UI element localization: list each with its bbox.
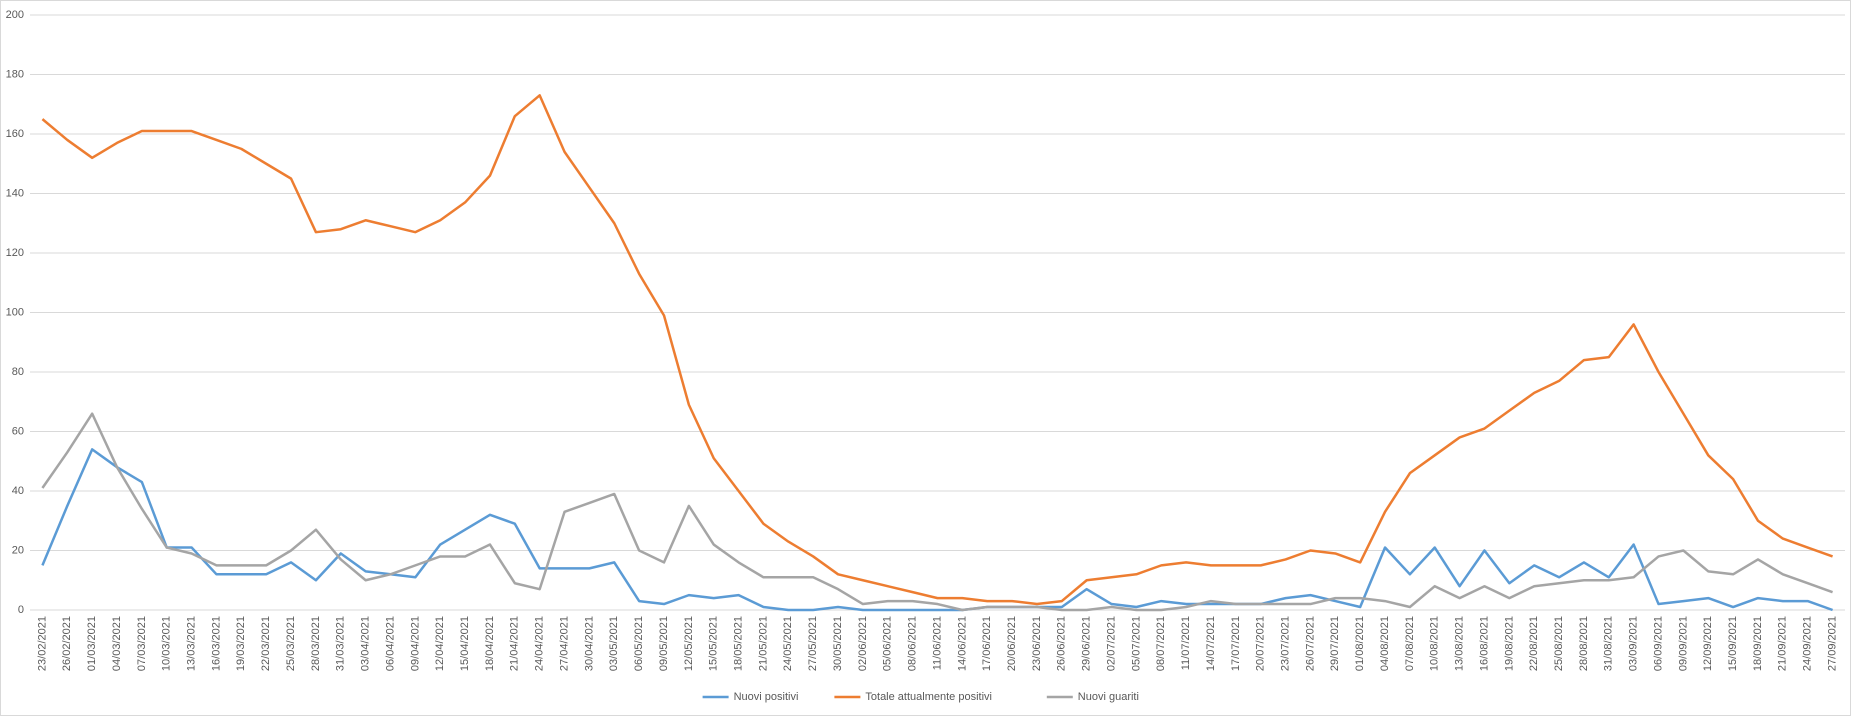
x-tick-label: 26/07/2021 bbox=[1304, 616, 1316, 671]
x-tick-label: 28/03/2021 bbox=[310, 616, 322, 671]
x-tick-label: 26/02/2021 bbox=[61, 616, 73, 671]
x-tick-label: 18/09/2021 bbox=[1752, 616, 1764, 671]
x-tick-label: 29/07/2021 bbox=[1329, 616, 1341, 671]
x-tick-label: 08/07/2021 bbox=[1155, 616, 1167, 671]
x-tick-label: 03/05/2021 bbox=[608, 616, 620, 671]
x-tick-label: 09/09/2021 bbox=[1677, 616, 1689, 671]
x-tick-label: 23/07/2021 bbox=[1279, 616, 1291, 671]
x-tick-label: 22/08/2021 bbox=[1528, 616, 1540, 671]
x-tick-label: 24/04/2021 bbox=[534, 616, 546, 671]
x-tick-label: 17/06/2021 bbox=[981, 616, 993, 671]
x-tick-label: 13/03/2021 bbox=[186, 616, 198, 671]
y-tick-label: 120 bbox=[6, 247, 24, 259]
x-tick-label: 08/06/2021 bbox=[907, 616, 919, 671]
x-tick-label: 21/05/2021 bbox=[757, 616, 769, 671]
series-line bbox=[41, 412, 1833, 612]
x-tick-label: 09/05/2021 bbox=[658, 616, 670, 671]
x-tick-label: 12/04/2021 bbox=[434, 616, 446, 671]
x-tick-label: 23/02/2021 bbox=[36, 616, 48, 671]
x-tick-label: 28/08/2021 bbox=[1578, 616, 1590, 671]
x-tick-label: 13/08/2021 bbox=[1454, 616, 1466, 671]
x-tick-label: 31/08/2021 bbox=[1603, 616, 1615, 671]
x-tick-label: 06/09/2021 bbox=[1652, 616, 1664, 671]
x-tick-label: 23/06/2021 bbox=[1031, 616, 1043, 671]
x-tick-label: 31/03/2021 bbox=[335, 616, 347, 671]
x-tick-label: 27/04/2021 bbox=[558, 616, 570, 671]
legend-label: Totale attualmente positivi bbox=[865, 691, 992, 703]
x-tick-label: 10/03/2021 bbox=[161, 616, 173, 671]
x-tick-label: 14/07/2021 bbox=[1205, 616, 1217, 671]
x-tick-label: 21/04/2021 bbox=[509, 616, 521, 671]
x-tick-label: 18/04/2021 bbox=[484, 616, 496, 671]
x-tick-label: 26/06/2021 bbox=[1056, 616, 1068, 671]
x-tick-label: 22/03/2021 bbox=[260, 616, 272, 671]
y-tick-label: 60 bbox=[12, 425, 24, 437]
x-tick-label: 05/07/2021 bbox=[1130, 616, 1142, 671]
x-tick-label: 07/03/2021 bbox=[136, 616, 148, 671]
series-line bbox=[41, 94, 1833, 606]
y-tick-label: 0 bbox=[18, 604, 24, 616]
x-tick-label: 03/09/2021 bbox=[1628, 616, 1640, 671]
x-tick-label: 10/08/2021 bbox=[1429, 616, 1441, 671]
x-tick-label: 11/06/2021 bbox=[931, 616, 943, 670]
x-tick-label: 05/06/2021 bbox=[882, 616, 894, 671]
x-tick-label: 04/03/2021 bbox=[111, 616, 123, 671]
x-tick-label: 25/08/2021 bbox=[1553, 616, 1565, 671]
x-tick-label: 12/05/2021 bbox=[683, 616, 695, 671]
x-tick-label: 06/05/2021 bbox=[633, 616, 645, 671]
x-tick-label: 16/08/2021 bbox=[1478, 616, 1490, 671]
x-tick-label: 29/06/2021 bbox=[1081, 616, 1093, 671]
x-tick-label: 03/04/2021 bbox=[360, 616, 372, 671]
x-tick-label: 01/03/2021 bbox=[86, 616, 98, 671]
x-tick-label: 15/09/2021 bbox=[1727, 616, 1739, 671]
series-line bbox=[41, 448, 1833, 612]
x-tick-label: 24/09/2021 bbox=[1802, 616, 1814, 671]
x-tick-label: 11/07/2021 bbox=[1180, 616, 1192, 670]
x-tick-label: 27/05/2021 bbox=[807, 616, 819, 671]
x-tick-label: 25/03/2021 bbox=[285, 616, 297, 671]
x-tick-label: 02/07/2021 bbox=[1105, 616, 1117, 671]
legend-label: Nuovi positivi bbox=[734, 691, 799, 703]
y-tick-label: 160 bbox=[6, 128, 24, 140]
y-tick-label: 200 bbox=[6, 9, 24, 21]
y-tick-label: 40 bbox=[12, 485, 24, 497]
y-tick-label: 80 bbox=[12, 366, 24, 378]
x-tick-label: 17/07/2021 bbox=[1230, 616, 1242, 671]
x-tick-label: 04/08/2021 bbox=[1379, 616, 1391, 671]
x-tick-label: 20/07/2021 bbox=[1255, 616, 1267, 671]
y-tick-label: 140 bbox=[6, 187, 24, 199]
x-tick-label: 15/05/2021 bbox=[708, 616, 720, 671]
x-tick-label: 15/04/2021 bbox=[459, 616, 471, 671]
x-tick-label: 06/04/2021 bbox=[384, 616, 396, 671]
x-tick-label: 30/04/2021 bbox=[583, 616, 595, 671]
x-tick-label: 07/08/2021 bbox=[1404, 616, 1416, 671]
x-tick-label: 19/08/2021 bbox=[1503, 616, 1515, 671]
x-tick-label: 18/05/2021 bbox=[733, 616, 745, 671]
x-tick-label: 01/08/2021 bbox=[1354, 616, 1366, 671]
y-tick-label: 100 bbox=[6, 306, 24, 318]
x-tick-label: 14/06/2021 bbox=[956, 616, 968, 671]
x-tick-label: 09/04/2021 bbox=[409, 616, 421, 671]
legend-label: Nuovi guariti bbox=[1078, 691, 1139, 703]
x-tick-label: 21/09/2021 bbox=[1777, 616, 1789, 671]
y-tick-label: 180 bbox=[6, 68, 24, 80]
x-tick-label: 24/05/2021 bbox=[782, 616, 794, 671]
x-tick-label: 20/06/2021 bbox=[1006, 616, 1018, 671]
y-tick-label: 20 bbox=[12, 544, 24, 556]
x-tick-label: 19/03/2021 bbox=[235, 616, 247, 671]
x-tick-label: 30/05/2021 bbox=[832, 616, 844, 671]
x-tick-label: 16/03/2021 bbox=[210, 616, 222, 671]
x-tick-label: 02/06/2021 bbox=[857, 616, 869, 671]
x-tick-label: 12/09/2021 bbox=[1702, 616, 1714, 671]
x-tick-label: 27/09/2021 bbox=[1826, 616, 1838, 671]
